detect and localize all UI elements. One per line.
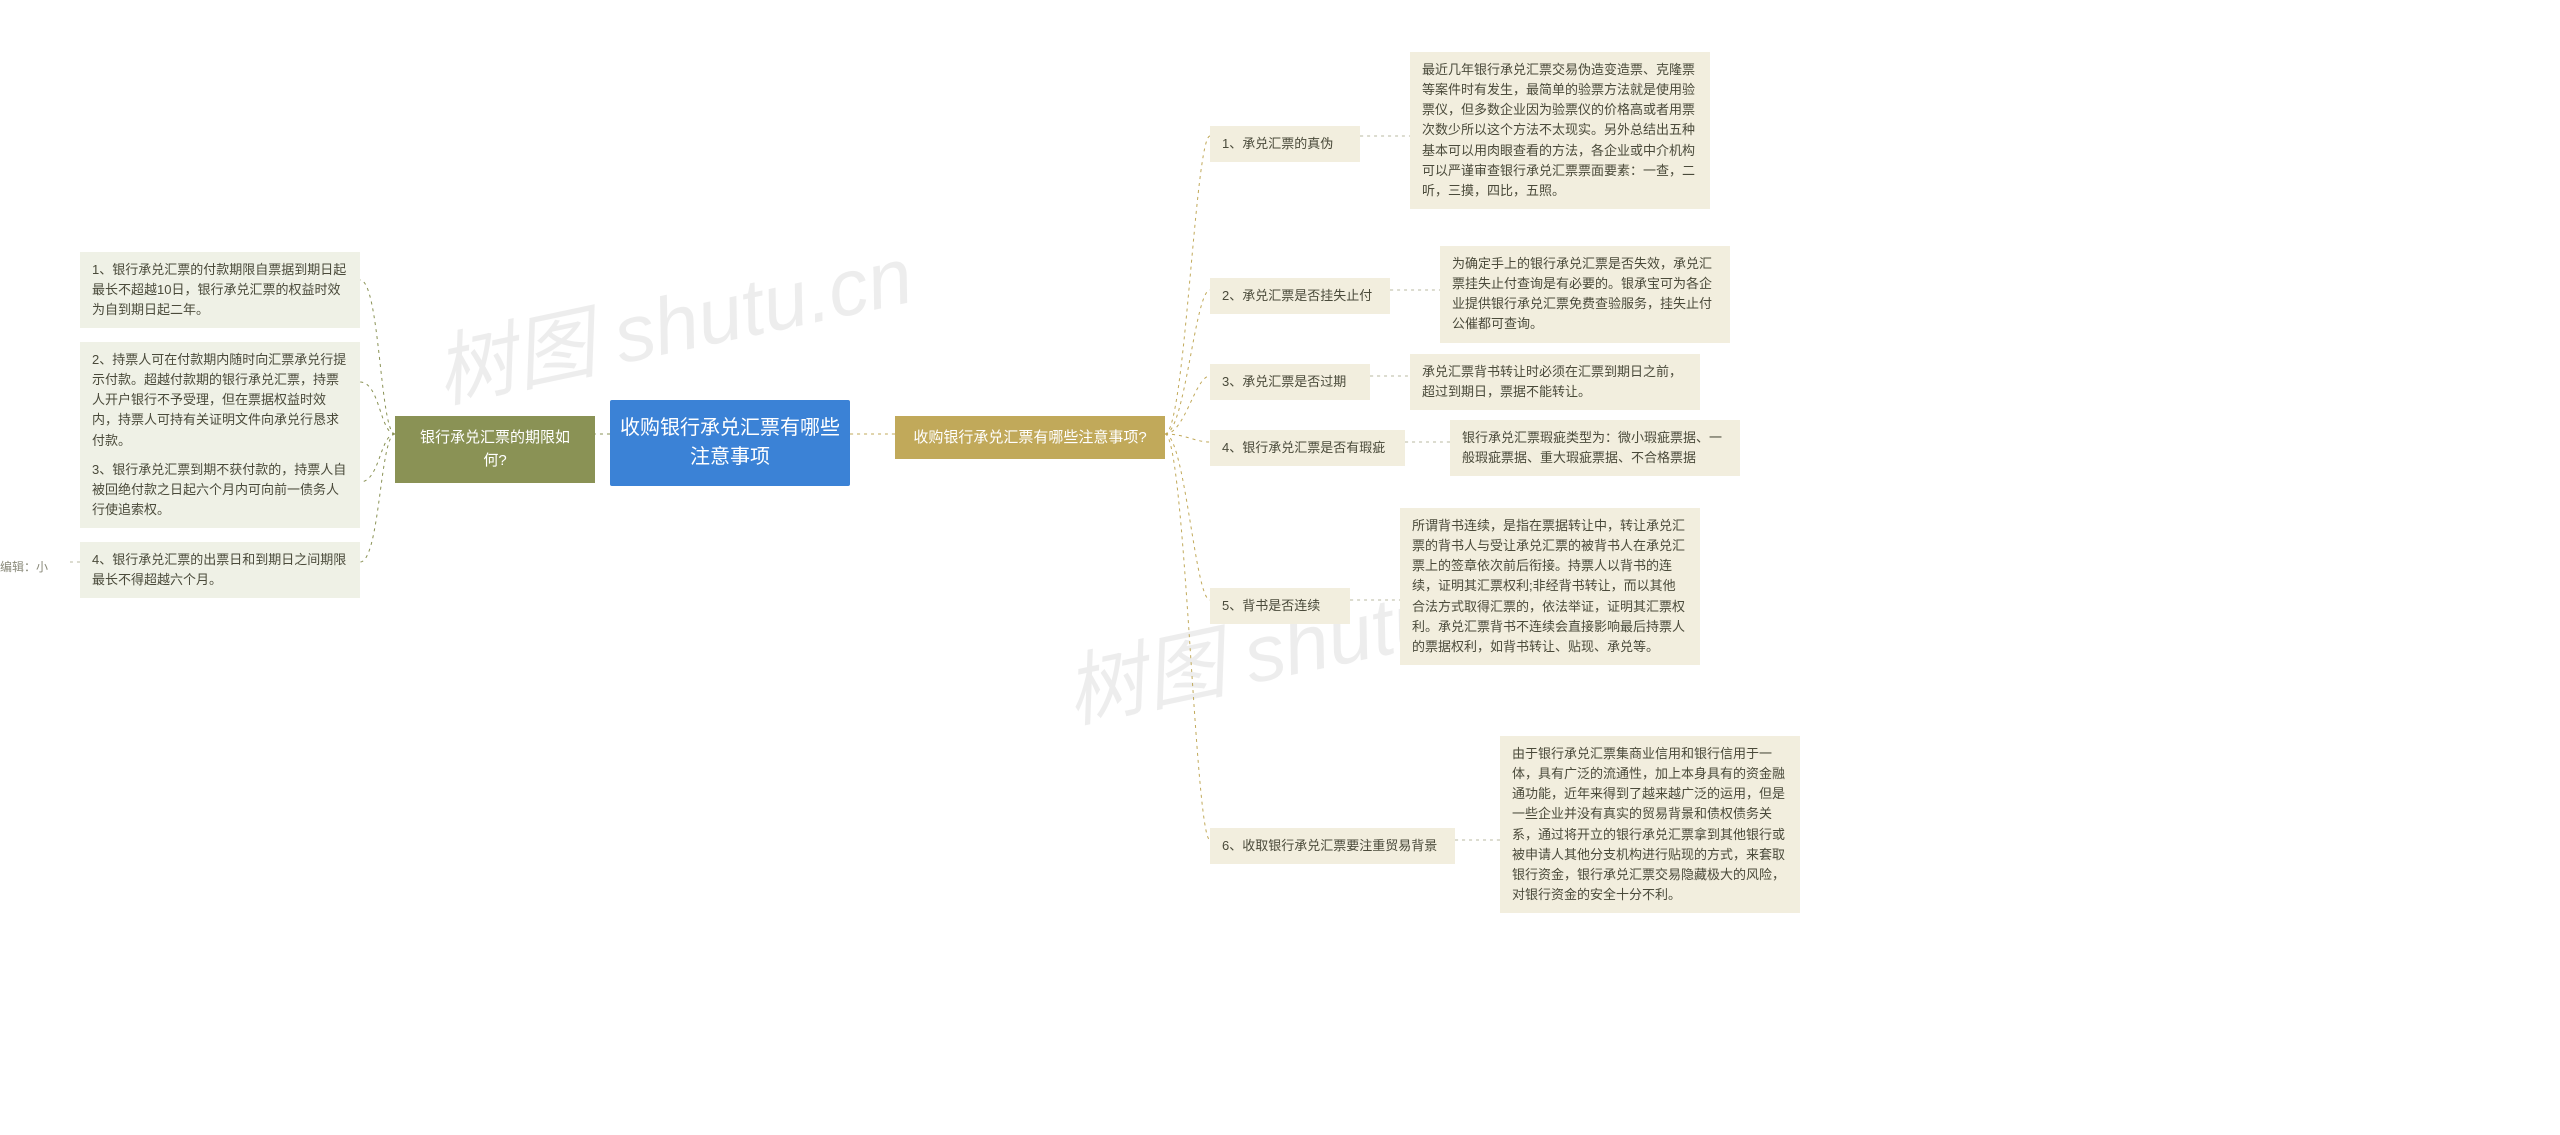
branch-left: 银行承兑汇票的期限如何? (395, 416, 595, 483)
r-detail-5: 所谓背书连续，是指在票据转让中，转让承兑汇票的背书人与受让承兑汇票的被背书人在承… (1400, 508, 1700, 665)
r-label-3: 3、承兑汇票是否过期 (1210, 364, 1370, 400)
r-detail-3: 承兑汇票背书转让时必须在汇票到期日之前，超过到期日，票据不能转让。 (1410, 354, 1700, 410)
left-leaf-4-extra: (责任编辑：小云) (0, 550, 70, 603)
r-label-1: 1、承兑汇票的真伪 (1210, 126, 1360, 162)
r-label-5: 5、背书是否连续 (1210, 588, 1350, 624)
r-detail-1: 最近几年银行承兑汇票交易伪造变造票、克隆票等案件时有发生，最简单的验票方法就是使… (1410, 52, 1710, 209)
left-leaf-1: 1、银行承兑汇票的付款期限自票据到期日起最长不超越10日，银行承兑汇票的权益时效… (80, 252, 360, 328)
r-detail-6: 由于银行承兑汇票集商业信用和银行信用于一体，具有广泛的流通性，加上本身具有的资金… (1500, 736, 1800, 913)
branch-right: 收购银行承兑汇票有哪些注意事项? (895, 416, 1165, 459)
r-detail-2: 为确定手上的银行承兑汇票是否失效，承兑汇票挂失止付查询是有必要的。银承宝可为各企… (1440, 246, 1730, 343)
left-leaf-3: 3、银行承兑汇票到期不获付款的，持票人自被回绝付款之日起六个月内可向前一债务人行… (80, 452, 360, 528)
left-leaf-2: 2、持票人可在付款期内随时向汇票承兑行提示付款。超越付款期的银行承兑汇票，持票人… (80, 342, 360, 459)
watermark-1: 树图 shutu.cn (423, 211, 921, 425)
r-label-2: 2、承兑汇票是否挂失止付 (1210, 278, 1390, 314)
r-label-6: 6、收取银行承兑汇票要注重贸易背景 (1210, 828, 1455, 864)
r-detail-4: 银行承兑汇票瑕疵类型为：微小瑕疵票据、一般瑕疵票据、重大瑕疵票据、不合格票据 (1450, 420, 1740, 476)
r-label-4: 4、银行承兑汇票是否有瑕疵 (1210, 430, 1405, 466)
left-leaf-4: 4、银行承兑汇票的出票日和到期日之间期限最长不得超越六个月。 (80, 542, 360, 598)
connectors-svg (0, 0, 2560, 1135)
mindmap-root: 收购银行承兑汇票有哪些注意事项 (610, 400, 850, 486)
